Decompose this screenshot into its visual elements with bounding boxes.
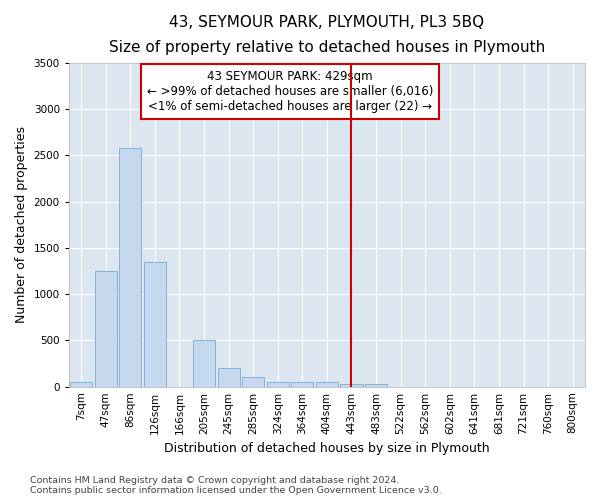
- Bar: [218, 368, 239, 386]
- Bar: [70, 382, 92, 386]
- Text: 43 SEYMOUR PARK: 429sqm
← >99% of detached houses are smaller (6,016)
<1% of sem: 43 SEYMOUR PARK: 429sqm ← >99% of detach…: [147, 70, 433, 113]
- Bar: [365, 384, 387, 386]
- Bar: [193, 340, 215, 386]
- Bar: [95, 271, 117, 386]
- Bar: [291, 382, 313, 386]
- Bar: [266, 382, 289, 386]
- Title: 43, SEYMOUR PARK, PLYMOUTH, PL3 5BQ
Size of property relative to detached houses: 43, SEYMOUR PARK, PLYMOUTH, PL3 5BQ Size…: [109, 15, 545, 54]
- X-axis label: Distribution of detached houses by size in Plymouth: Distribution of detached houses by size …: [164, 442, 490, 455]
- Y-axis label: Number of detached properties: Number of detached properties: [15, 126, 28, 323]
- Bar: [316, 382, 338, 386]
- Bar: [144, 262, 166, 386]
- Bar: [340, 384, 362, 386]
- Text: Contains HM Land Registry data © Crown copyright and database right 2024.
Contai: Contains HM Land Registry data © Crown c…: [30, 476, 442, 495]
- Bar: [242, 378, 264, 386]
- Bar: [119, 148, 142, 386]
